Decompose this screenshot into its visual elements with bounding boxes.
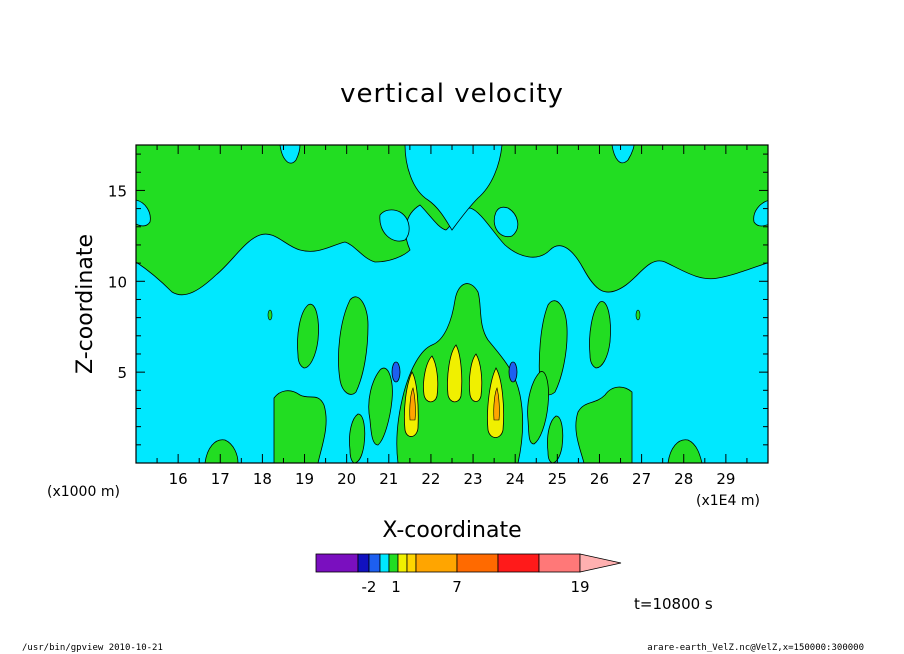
axes: 16 17 18 19 20 21 22 23 24 25 26 27 28 29 5 10 15 [108,145,768,488]
speck-left [267,309,273,321]
colorbar-segment [406,553,417,573]
footer-source: arare-earth_VelZ.nc@VelZ,x=150000:300000 [647,643,864,653]
green-cell-left-3 [297,303,319,369]
green-cell-right-2 [527,371,549,445]
cyan-intrusion-edge-right [753,200,768,227]
colorbar-segment [368,553,381,573]
x-tick-label: 24 [506,470,525,488]
green-lower-left [273,390,327,463]
time-label: t=10800 s [634,595,713,613]
x-tick-label: 29 [716,470,735,488]
cyan-intrusion-left [279,145,301,164]
updraft-core-inner-1 [409,387,416,421]
x-tick-label: 23 [464,470,483,488]
colorbar-segment [415,553,458,573]
colorbar-label: -2 [362,578,377,596]
colorbar-segment [538,553,581,573]
green-cell-right-1 [538,300,568,396]
green-cell-right-3 [589,301,611,369]
y-tick-label: 15 [108,182,127,200]
cyan-intrusion-right-wing [493,206,519,238]
green-cell-left-2 [368,367,393,446]
cyan-intrusion-center [404,145,503,231]
updraft-core-3 [447,344,463,403]
updraft-core-4 [468,353,483,402]
colorbar-segment [497,553,540,573]
colorbar-segment [456,553,499,573]
y-tick-label: 5 [117,364,127,382]
green-lower-edge-right [667,439,703,463]
green-lower-edge-left [204,439,239,463]
x-tick-label: 18 [253,470,272,488]
colorbar-segment [379,553,390,573]
updraft-core-2 [423,355,439,403]
y-axis-label: Z-coordinate [73,234,98,374]
x-tick-label: 17 [211,470,230,488]
green-cell-left-1 [338,296,369,395]
green-lower-right [575,386,633,463]
x-tick-label: 16 [169,470,188,488]
cyan-intrusion-edge-left [136,199,151,227]
updraft-core-inner-5 [493,387,500,421]
downdraft-left [391,361,401,383]
y-tick-label: 10 [108,273,127,291]
colorbar-label: 19 [570,578,589,596]
colorbar: -2 1 7 19 [315,553,622,596]
chart-title: vertical velocity [340,79,564,109]
y-unit-label: (x1000 m) [47,484,120,500]
x-tick-label: 26 [590,470,609,488]
x-tick-label: 19 [295,470,314,488]
plot-area [136,145,768,463]
x-tick-label: 25 [548,470,567,488]
x-tick-label: 28 [674,470,693,488]
x-unit-label: (x1E4 m) [696,493,760,509]
downdraft-right [508,361,518,383]
cyan-intrusion-left-wing [379,209,410,242]
x-tick-label: 21 [379,470,398,488]
colorbar-label: 1 [391,578,401,596]
x-tick-label: 22 [421,470,440,488]
colorbar-segment [397,553,408,573]
footer-program: /usr/bin/gpview 2010-10-21 [22,643,163,653]
green-cell-left-4 [349,413,366,463]
x-tick-label: 27 [632,470,651,488]
colorbar-segment [388,553,399,573]
colorbar-segment [357,553,370,573]
speck-right [635,309,641,321]
cyan-intrusion-right [611,145,635,164]
colorbar-arrow [579,553,622,573]
colorbar-label: 7 [452,578,462,596]
colorbar-segment [315,553,359,573]
green-cell-right-4 [547,415,564,463]
x-tick-label: 20 [337,470,356,488]
x-axis-label: X-coordinate [382,518,521,543]
